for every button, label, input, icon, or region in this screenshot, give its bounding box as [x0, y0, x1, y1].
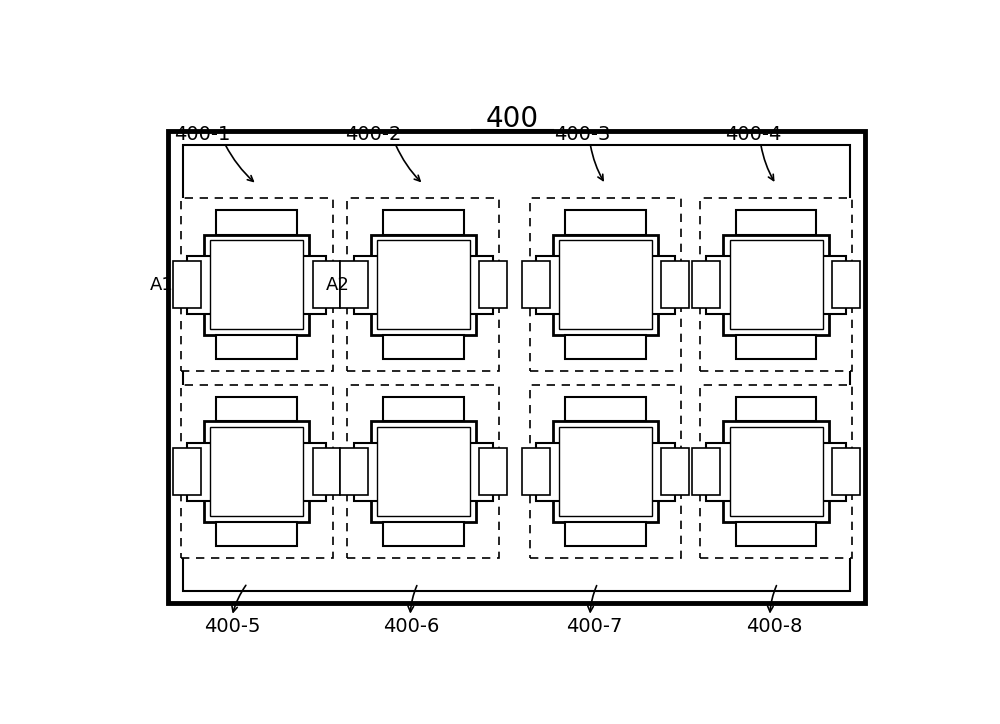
Bar — [354, 442, 388, 500]
Bar — [181, 198, 333, 371]
Bar — [313, 448, 340, 495]
Bar — [383, 397, 464, 421]
Bar — [832, 261, 860, 308]
Bar — [459, 442, 493, 500]
Bar — [168, 132, 865, 602]
Bar — [692, 448, 720, 495]
Text: 400-2: 400-2 — [345, 125, 401, 144]
Bar — [641, 256, 675, 313]
Bar — [210, 427, 303, 516]
Bar — [832, 448, 860, 495]
Bar — [187, 256, 221, 313]
Bar — [187, 442, 221, 500]
Bar — [340, 261, 368, 308]
Text: 400-5: 400-5 — [204, 617, 260, 636]
Bar — [736, 397, 816, 421]
Bar — [700, 385, 852, 558]
Bar — [730, 240, 822, 329]
Bar — [812, 256, 846, 313]
Bar — [559, 240, 652, 329]
Bar — [736, 522, 816, 546]
Bar — [459, 256, 493, 313]
Bar — [383, 210, 464, 235]
Bar — [347, 385, 499, 558]
Bar — [553, 235, 658, 335]
Bar — [692, 261, 720, 308]
Text: A2: A2 — [326, 276, 350, 294]
Bar — [204, 421, 309, 522]
Bar — [173, 448, 201, 495]
Bar — [706, 256, 740, 313]
Bar — [565, 397, 646, 421]
Text: 400-6: 400-6 — [384, 617, 440, 636]
Text: A1: A1 — [150, 276, 174, 294]
Bar — [371, 235, 476, 335]
Text: 400-8: 400-8 — [746, 617, 803, 636]
Text: 400-3: 400-3 — [554, 125, 610, 144]
Bar — [530, 198, 681, 371]
Bar — [723, 421, 829, 522]
Bar — [565, 335, 646, 360]
Bar — [347, 198, 499, 371]
Bar — [536, 256, 570, 313]
Bar — [522, 448, 550, 495]
Text: 400-7: 400-7 — [566, 617, 622, 636]
Bar — [173, 261, 201, 308]
Bar — [522, 261, 550, 308]
Bar — [661, 448, 689, 495]
Bar — [181, 385, 333, 558]
Bar — [530, 385, 681, 558]
Bar — [661, 261, 689, 308]
Bar — [354, 256, 388, 313]
Bar — [216, 522, 297, 546]
Bar — [559, 427, 652, 516]
Bar — [553, 421, 658, 522]
Bar — [479, 448, 507, 495]
Bar — [479, 261, 507, 308]
Bar — [736, 335, 816, 360]
Bar — [313, 261, 340, 308]
Bar — [565, 210, 646, 235]
Bar — [723, 235, 829, 335]
Bar — [210, 240, 303, 329]
Bar — [383, 335, 464, 360]
Bar — [706, 442, 740, 500]
Bar — [371, 421, 476, 522]
Bar — [383, 522, 464, 546]
Bar — [812, 442, 846, 500]
Text: 400: 400 — [486, 105, 539, 133]
Bar — [204, 235, 309, 335]
Bar — [377, 240, 470, 329]
Bar — [216, 335, 297, 360]
Bar — [377, 427, 470, 516]
Text: 400-4: 400-4 — [725, 125, 781, 144]
Bar — [730, 427, 822, 516]
Bar — [216, 397, 297, 421]
Text: 400-1: 400-1 — [174, 125, 231, 144]
Bar — [565, 522, 646, 546]
Bar — [292, 256, 326, 313]
Bar — [292, 442, 326, 500]
Bar — [216, 210, 297, 235]
Bar — [536, 442, 570, 500]
Bar — [641, 442, 675, 500]
Bar — [700, 198, 852, 371]
Bar — [736, 210, 816, 235]
Bar — [183, 146, 850, 592]
Bar — [340, 448, 368, 495]
